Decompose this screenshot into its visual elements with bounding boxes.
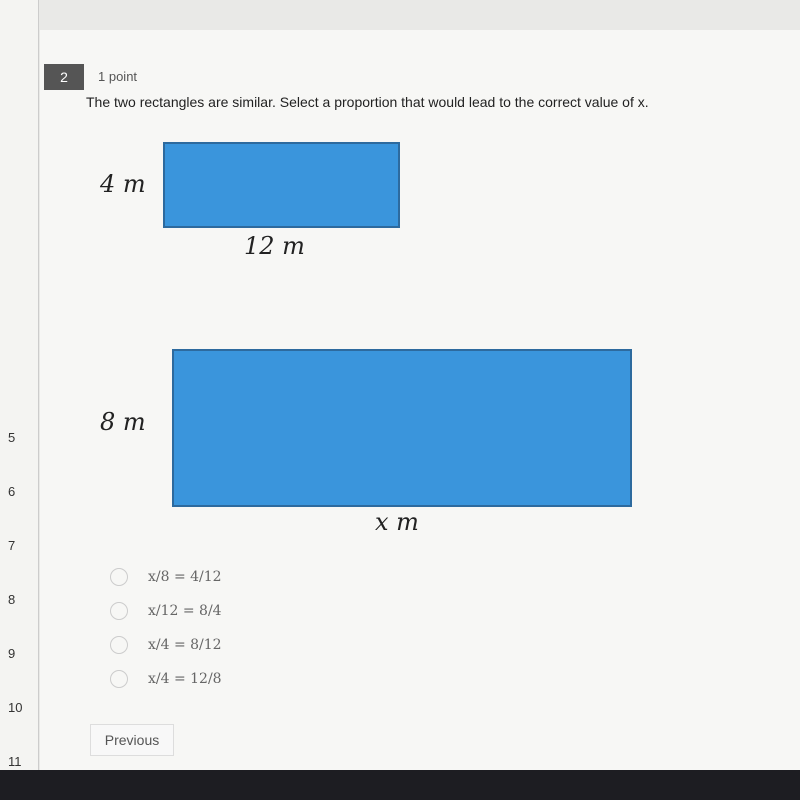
small-rectangle: [163, 142, 400, 228]
small-width: 12 m: [244, 232, 305, 260]
option[interactable]: x/4 = 8/12: [110, 636, 222, 654]
option-text: x/8 = 4/12: [148, 569, 222, 585]
large-rectangle: [172, 349, 632, 507]
question-text: The two rectangles are similar. Select a…: [86, 94, 649, 110]
previous-button[interactable]: Previous: [90, 724, 174, 756]
question-link[interactable]: 7: [8, 538, 16, 553]
question-number: 2: [44, 64, 84, 90]
option[interactable]: x/4 = 12/8: [110, 670, 222, 688]
points: 1 point: [98, 69, 138, 84]
radio[interactable]: [110, 670, 128, 688]
option[interactable]: x/12 = 8/4: [110, 602, 222, 620]
question-link[interactable]: 10: [8, 700, 23, 715]
option-text: x/4 = 8/12: [148, 637, 222, 653]
question-link[interactable]: 8: [8, 592, 16, 607]
large-width: x m: [375, 508, 419, 536]
question-link[interactable]: 11: [8, 754, 22, 769]
question-link[interactable]: 9: [8, 646, 16, 661]
taskbar: [0, 770, 800, 800]
radio[interactable]: [110, 602, 128, 620]
option[interactable]: x/8 = 4/12: [110, 568, 222, 586]
radio[interactable]: [110, 636, 128, 654]
radio[interactable]: [110, 568, 128, 586]
option-text: x/4 = 12/8: [148, 671, 222, 687]
large-height: 8 m: [100, 408, 146, 436]
question-link[interactable]: 5: [8, 430, 16, 445]
option-text: x/12 = 8/4: [148, 603, 222, 619]
small-height: 4 m: [100, 170, 146, 198]
sidebar: [0, 0, 39, 770]
question-link[interactable]: 6: [8, 484, 16, 499]
